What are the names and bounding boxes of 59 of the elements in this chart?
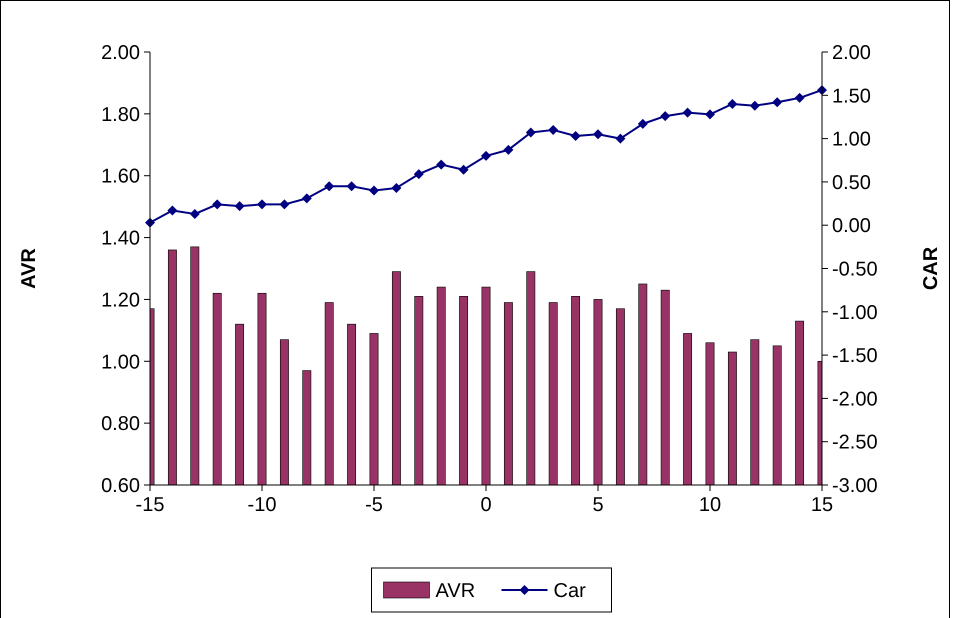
point <box>234 201 245 212</box>
y2-tick-label: -2.50 <box>832 432 878 454</box>
point <box>593 129 603 140</box>
point <box>369 186 379 196</box>
point <box>302 193 312 204</box>
point <box>526 128 536 138</box>
point <box>190 208 200 219</box>
x-tick-label: -5 <box>365 494 383 516</box>
point <box>548 124 558 135</box>
y2-tick-label: -2.00 <box>832 388 878 410</box>
point <box>346 181 357 192</box>
legend-label: AVR <box>436 580 476 602</box>
x-tick-label: 0 <box>480 494 492 516</box>
x-tick-label: 5 <box>592 494 604 516</box>
y-axis-title: AVR <box>18 248 40 289</box>
point <box>705 109 715 120</box>
y2-tick-label: -1.50 <box>832 345 878 368</box>
point <box>794 92 805 103</box>
x-tick-label: -10 <box>248 494 276 516</box>
legend-label: Car <box>554 580 586 602</box>
y2-tick-label: 1.50 <box>832 85 871 108</box>
point <box>570 131 581 141</box>
point <box>481 150 491 161</box>
point <box>750 100 760 111</box>
y2-axis-title: CAR <box>920 246 942 290</box>
y2-tick-label: 1.00 <box>832 128 871 151</box>
point <box>727 98 738 109</box>
point <box>279 199 290 210</box>
y-tick-label: 1.60 <box>101 166 140 188</box>
y2-tick-label: 0.00 <box>832 215 871 238</box>
point <box>324 181 334 192</box>
y2-tick-label: -0.50 <box>832 258 878 280</box>
y2-tick-label: 2.00 <box>832 42 871 64</box>
point <box>414 169 424 180</box>
point <box>212 199 222 210</box>
y-tick-label: 1.40 <box>101 228 140 250</box>
point <box>167 205 178 216</box>
y-tick-label: 2.00 <box>101 42 140 64</box>
y-tick-label: 1.80 <box>101 104 140 126</box>
y-tick-label: 0.60 <box>101 475 140 497</box>
point <box>503 144 514 155</box>
point <box>257 199 267 210</box>
y2-tick-label: 0.50 <box>832 172 871 194</box>
x-tick-label: -15 <box>136 494 164 516</box>
point <box>660 111 670 122</box>
y2-tick-label: -1.00 <box>832 302 878 324</box>
y-tick-label: 1.20 <box>101 289 140 312</box>
point <box>615 134 626 144</box>
point <box>638 118 648 129</box>
point <box>458 164 469 175</box>
point <box>436 160 446 170</box>
point <box>391 182 402 193</box>
point <box>772 97 782 108</box>
y-tick-label: 1.00 <box>101 351 140 374</box>
point <box>682 108 693 118</box>
y-tick-label: 0.80 <box>101 413 140 436</box>
x-tick-label: 15 <box>810 494 834 516</box>
y2-tick-label: -3.00 <box>832 475 878 497</box>
x-tick-label: 10 <box>698 494 722 516</box>
